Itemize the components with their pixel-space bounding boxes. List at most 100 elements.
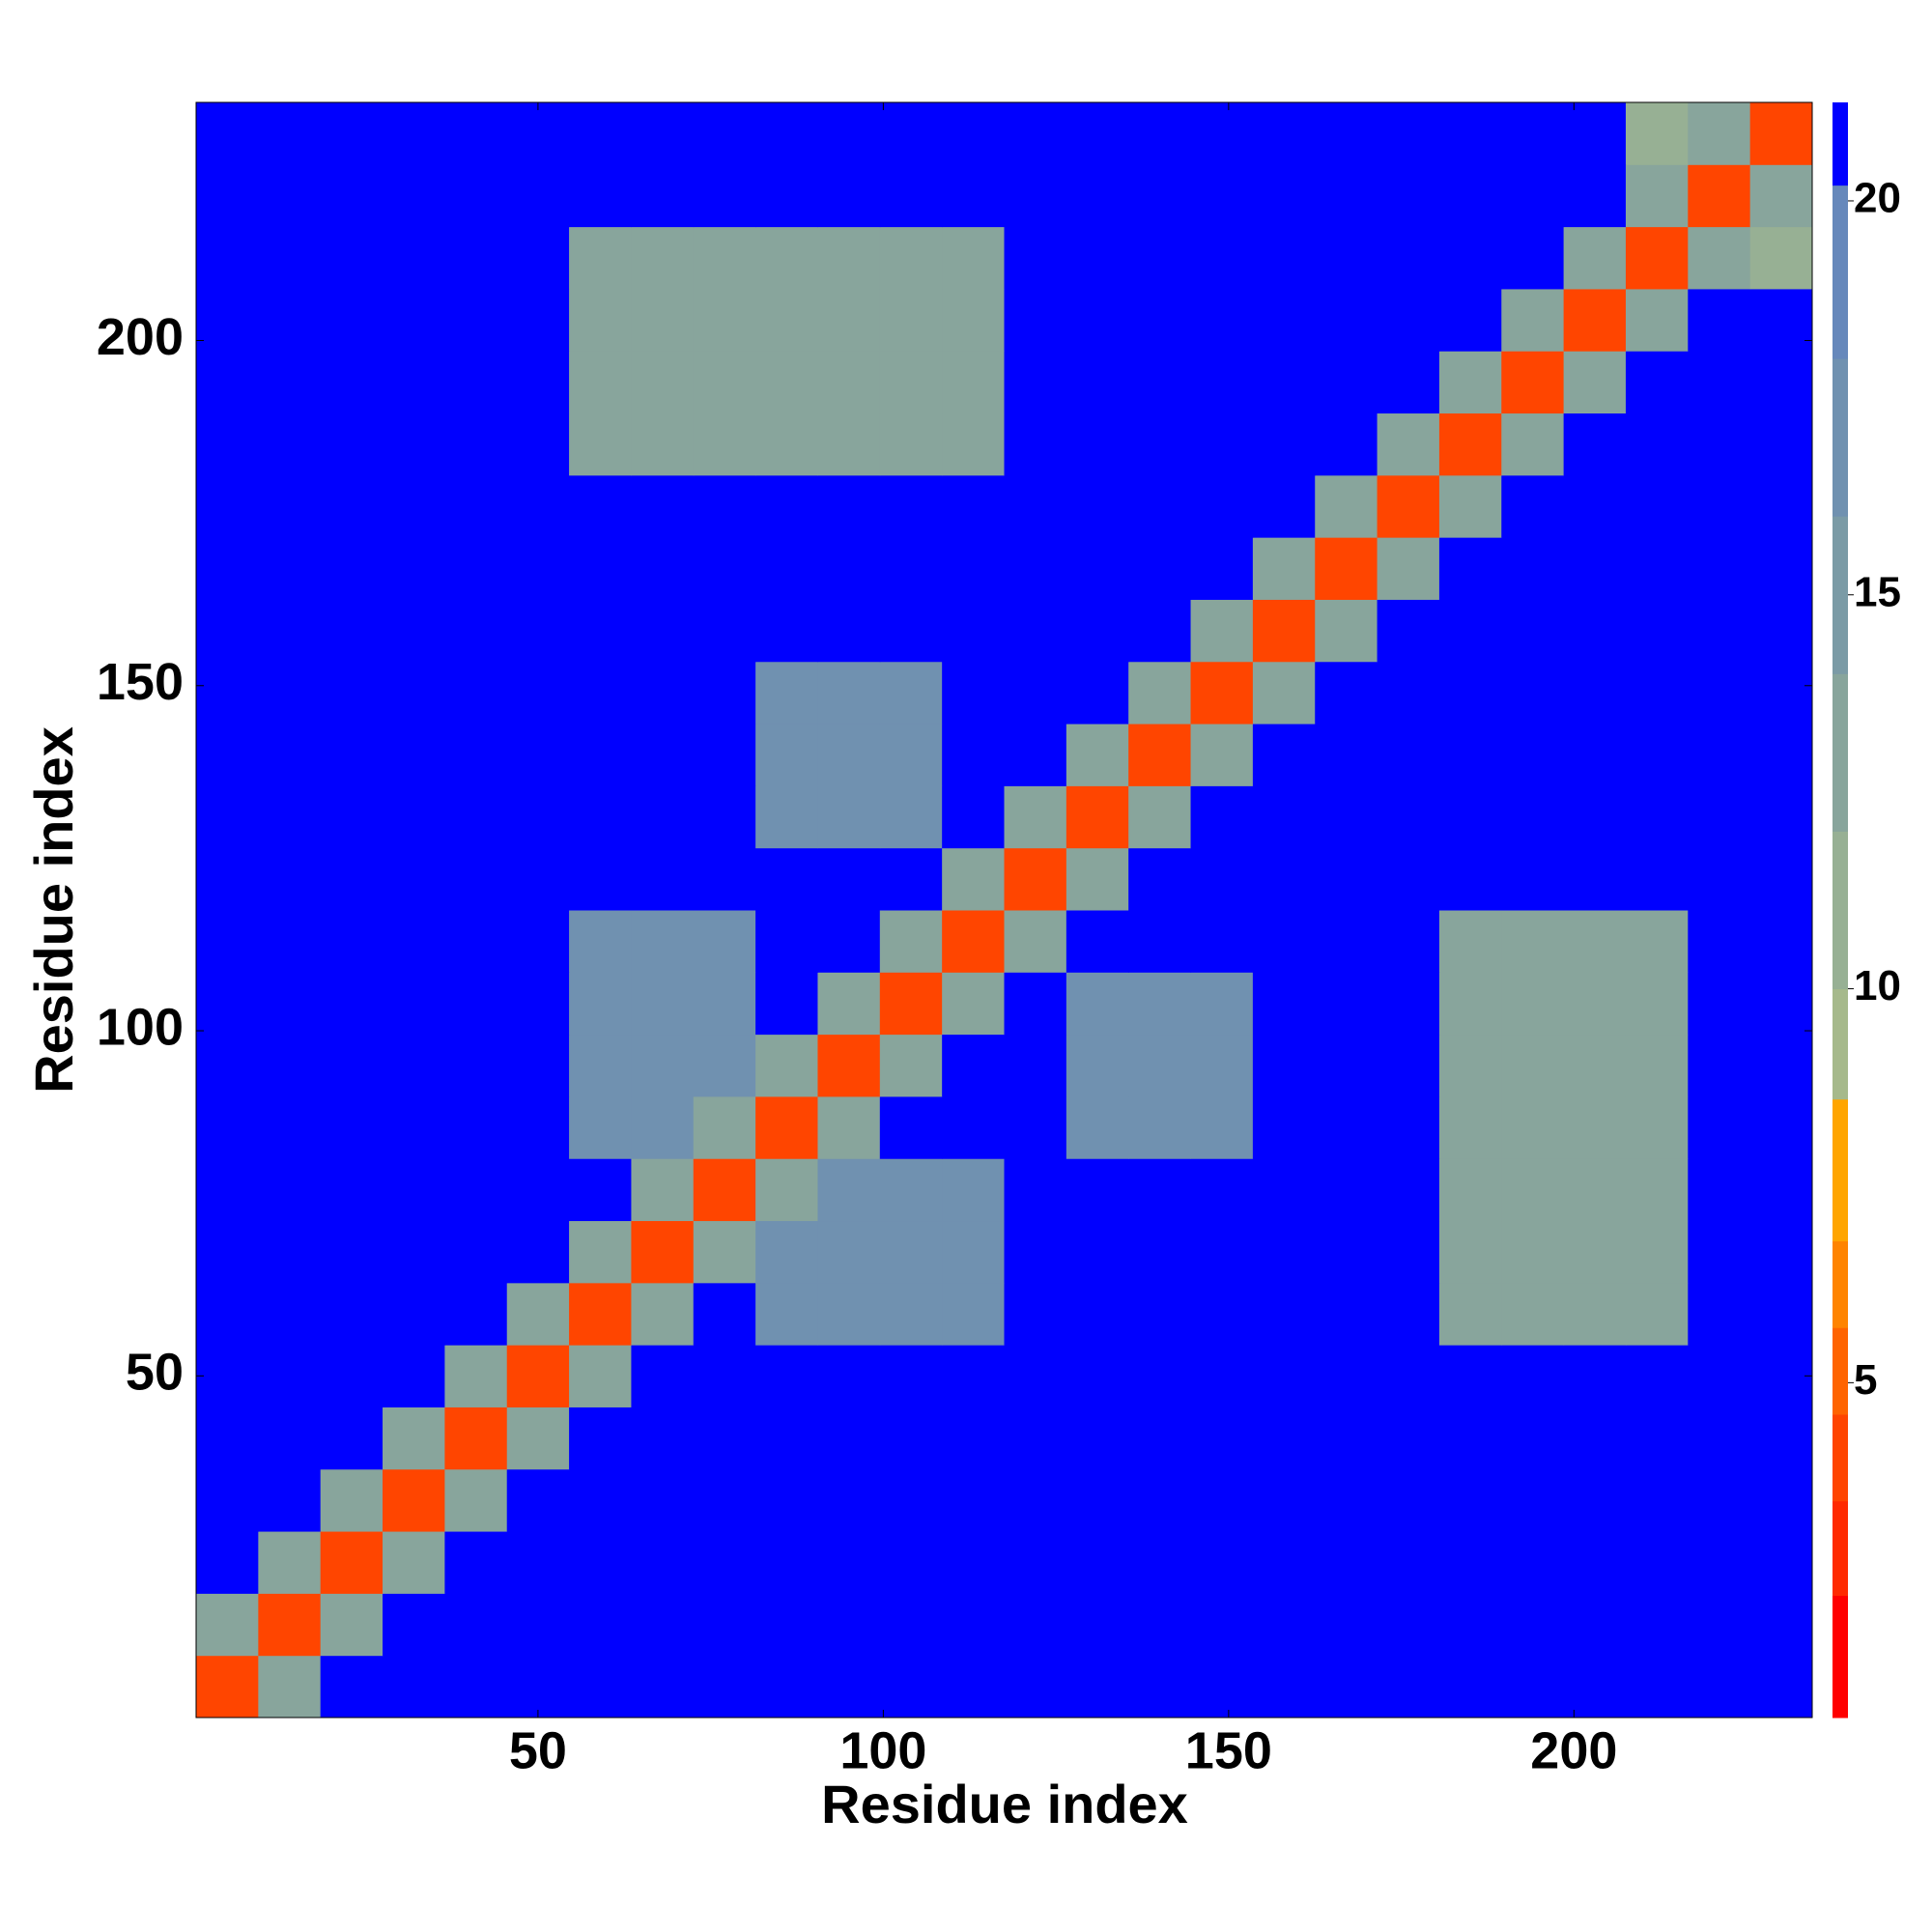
heatmap-cell	[1501, 1593, 1565, 1657]
heatmap-cell	[1128, 226, 1192, 290]
heatmap-cell	[444, 351, 508, 414]
heatmap-cell	[1128, 1406, 1192, 1470]
heatmap-cell	[817, 537, 881, 600]
heatmap-cell	[1252, 724, 1316, 786]
heatmap-cell	[1004, 599, 1067, 663]
heatmap-cell	[320, 537, 384, 600]
heatmap-cell	[444, 226, 508, 290]
heatmap-cell	[1315, 102, 1378, 165]
heatmap-cell	[1563, 102, 1627, 165]
heatmap-cell	[196, 1158, 259, 1222]
heatmap-cell	[1128, 785, 1192, 849]
heatmap-cell	[693, 226, 756, 290]
heatmap-cell	[1065, 1282, 1129, 1346]
heatmap-cell	[1004, 1655, 1067, 1719]
heatmap-cell	[942, 1282, 1005, 1346]
heatmap-cell	[879, 1593, 943, 1657]
heatmap-cell	[258, 474, 322, 538]
heatmap-cell	[1438, 1345, 1502, 1407]
heatmap-cell	[1688, 599, 1751, 663]
heatmap-cell	[1128, 1282, 1192, 1346]
heatmap-cell	[1501, 412, 1565, 476]
heatmap-cell	[1252, 1468, 1316, 1532]
heatmap-cell	[631, 972, 695, 1036]
heatmap-cell	[631, 1034, 695, 1097]
heatmap-cell	[444, 972, 508, 1036]
heatmap-cell	[693, 661, 756, 724]
heatmap-cell	[258, 412, 322, 476]
heatmap-cell	[444, 474, 508, 538]
heatmap-cell	[631, 164, 695, 228]
heatmap-cell	[879, 474, 943, 538]
heatmap-cell	[1065, 1655, 1129, 1719]
heatmap-cell	[1190, 599, 1254, 663]
heatmap-cell	[755, 412, 818, 476]
heatmap-cell	[506, 847, 570, 911]
heatmap-cell	[755, 1468, 818, 1532]
heatmap-cell	[1438, 1282, 1502, 1346]
heatmap-cell	[1128, 1531, 1192, 1594]
heatmap-cell	[1315, 724, 1378, 786]
heatmap-cell	[569, 1406, 632, 1470]
heatmap-cell	[1501, 351, 1565, 414]
heatmap-cell	[1625, 1468, 1689, 1532]
heatmap-cell	[1128, 1468, 1192, 1532]
heatmap-cell	[320, 1345, 384, 1407]
heatmap-cell	[1065, 102, 1129, 165]
heatmap-cell	[444, 1655, 508, 1719]
heatmap-cell	[1563, 599, 1627, 663]
heatmap-cell	[942, 351, 1005, 414]
x-axis-label: Residue index	[821, 1774, 1188, 1834]
heatmap-cell	[1377, 351, 1440, 414]
heatmap-cell	[817, 1406, 881, 1470]
heatmap-cell	[320, 661, 384, 724]
heatmap-cell	[196, 1095, 259, 1159]
heatmap-cell	[1190, 972, 1254, 1036]
heatmap-cell	[444, 1282, 508, 1346]
heatmap-cell	[1438, 724, 1502, 786]
heatmap-cell	[1438, 102, 1502, 165]
heatmap-cell	[569, 1593, 632, 1657]
heatmap-cell	[196, 1531, 259, 1594]
y-tick-label: 50	[126, 1344, 184, 1402]
heatmap-cell	[817, 1655, 881, 1719]
heatmap-cell	[1749, 1095, 1813, 1159]
heatmap-cell	[817, 1593, 881, 1657]
heatmap-cell	[1625, 1158, 1689, 1222]
heatmap-cell	[879, 1345, 943, 1407]
heatmap-cell	[1252, 1282, 1316, 1346]
heatmap-cell	[1315, 1034, 1378, 1097]
heatmap-cell	[444, 102, 508, 165]
colorbar-segment	[1833, 988, 1848, 1100]
heatmap-cell	[1377, 972, 1440, 1036]
heatmap-cell	[1438, 1095, 1502, 1159]
heatmap-cell	[196, 537, 259, 600]
heatmap-cell	[879, 412, 943, 476]
heatmap-cell	[1252, 1034, 1316, 1097]
heatmap-cell	[693, 474, 756, 538]
heatmap-cell	[1563, 847, 1627, 911]
heatmap-cell	[569, 785, 632, 849]
heatmap-cell	[1749, 226, 1813, 290]
colorbar-segment	[1833, 102, 1848, 186]
heatmap-cell	[1563, 972, 1627, 1036]
heatmap-cell	[196, 1345, 259, 1407]
heatmap-cell	[196, 724, 259, 786]
heatmap-cell	[631, 847, 695, 911]
heatmap-cell	[631, 474, 695, 538]
heatmap-cell	[942, 1158, 1005, 1222]
heatmap-cell	[1625, 1655, 1689, 1719]
heatmap-cell	[1065, 1095, 1129, 1159]
heatmap-cell	[817, 1345, 881, 1407]
heatmap-cell	[506, 599, 570, 663]
heatmap-cell	[1625, 288, 1689, 352]
colorbar-segment	[1833, 516, 1848, 674]
heatmap-cell	[1004, 226, 1067, 290]
heatmap-cell	[383, 1034, 445, 1097]
heatmap-cell	[1004, 474, 1067, 538]
heatmap-cell	[1749, 724, 1813, 786]
heatmap-cell	[942, 288, 1005, 352]
heatmap-cell	[196, 1468, 259, 1532]
heatmap-cell	[942, 537, 1005, 600]
heatmap-cell	[1377, 1095, 1440, 1159]
